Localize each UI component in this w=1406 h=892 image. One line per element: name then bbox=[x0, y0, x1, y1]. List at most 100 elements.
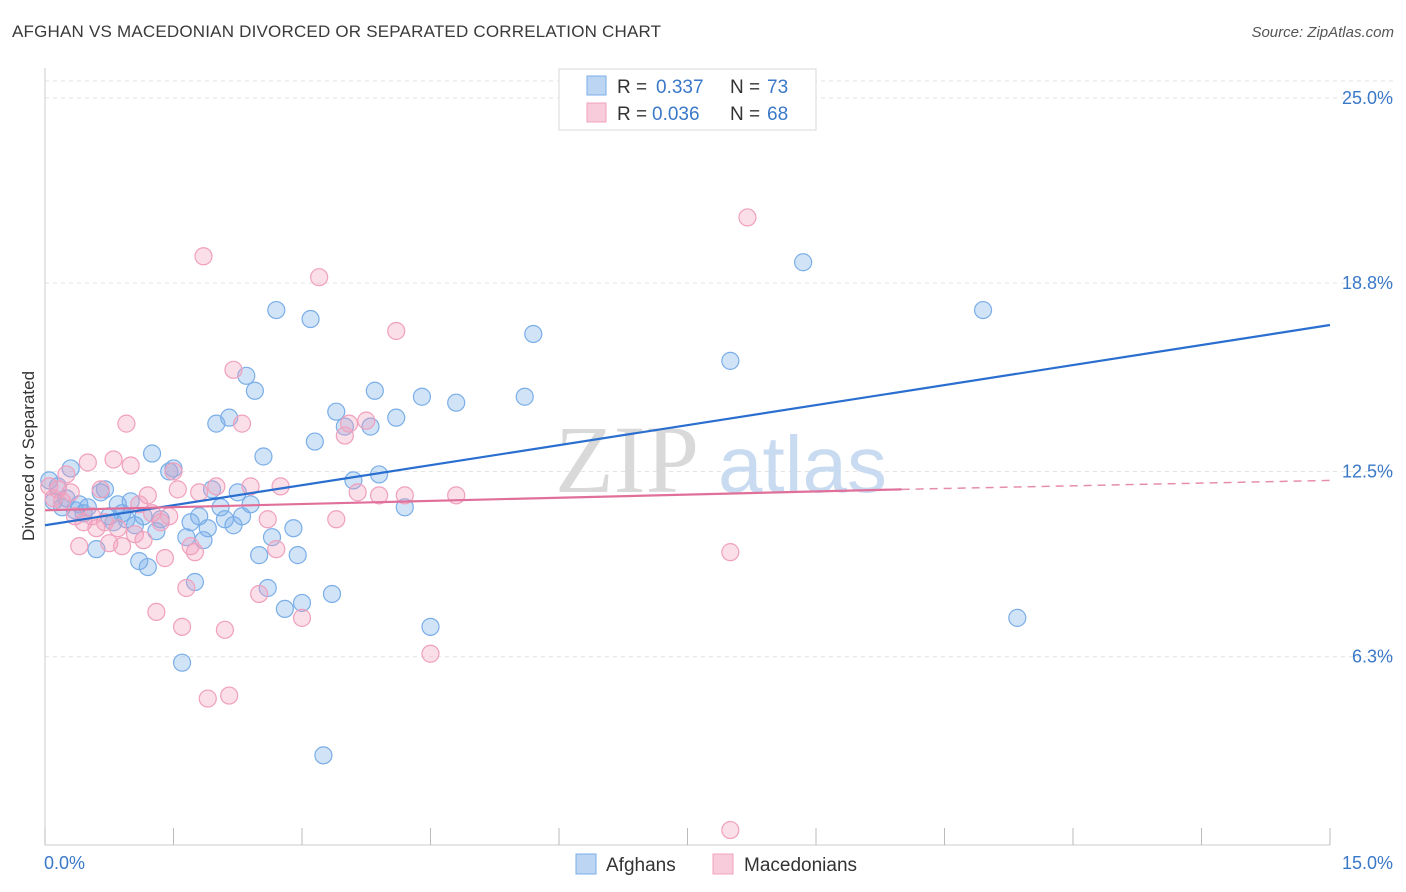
macedonians-point-42 bbox=[232, 414, 252, 433]
y-tick-label-0: 6.3% bbox=[1352, 647, 1393, 667]
macedonians-point-41 bbox=[224, 360, 243, 379]
macedonians-point-4 bbox=[57, 465, 76, 484]
x-tick-label-min: 0.0% bbox=[44, 853, 85, 873]
macedonians-trend-extension bbox=[901, 479, 1331, 491]
afghans-point-50 bbox=[267, 300, 286, 320]
macedonians-point-31 bbox=[172, 617, 192, 636]
chart-title: AFGHAN VS MACEDONIAN DIVORCED OR SEPARAT… bbox=[12, 22, 662, 41]
legend-n-value-macedonians: 68 bbox=[767, 104, 788, 125]
macedonians-point-7 bbox=[70, 537, 89, 556]
afghans-point-59 bbox=[327, 402, 346, 421]
bottom-legend-swatch-macedonians bbox=[712, 853, 734, 875]
macedonians-point-62 bbox=[721, 820, 740, 840]
afghans-point-65 bbox=[387, 408, 406, 427]
series-legend: Afghans Macedonians bbox=[575, 853, 857, 876]
legend-swatch-macedonians bbox=[586, 102, 607, 123]
macedonians-point-19 bbox=[121, 456, 140, 475]
afghans-point-53 bbox=[288, 546, 307, 565]
macedonians-point-32 bbox=[177, 578, 196, 598]
afghans-point-28 bbox=[172, 653, 192, 672]
macedonians-point-54 bbox=[357, 411, 376, 430]
macedonians-point-45 bbox=[258, 510, 277, 529]
stats-legend: R = 0.337 N = 73 R = 0.036 N = 68 bbox=[558, 68, 817, 131]
afghans-point-75 bbox=[1008, 608, 1027, 627]
macedonians-point-39 bbox=[215, 620, 234, 639]
afghans-point-29 bbox=[177, 528, 196, 547]
macedonians-point-47 bbox=[271, 477, 290, 496]
afghans-point-57 bbox=[314, 746, 333, 765]
macedonians-point-5 bbox=[61, 483, 80, 502]
legend-r-label-macedonians: R = bbox=[617, 104, 647, 125]
macedonians-point-44 bbox=[250, 584, 269, 604]
afghans-point-74 bbox=[973, 300, 993, 320]
macedonians-point-52 bbox=[340, 414, 359, 433]
legend-swatch-afghans bbox=[586, 75, 607, 96]
afghans-point-72 bbox=[721, 351, 740, 370]
afghans-point-69 bbox=[447, 393, 466, 412]
afghans-point-71 bbox=[515, 387, 534, 406]
afghans-point-47 bbox=[254, 447, 273, 466]
legend-r-value-macedonians: 0.036 bbox=[652, 104, 700, 125]
legend-n-value-afghans: 73 bbox=[767, 77, 788, 98]
afghans-point-22 bbox=[138, 557, 157, 577]
macedonians-point-37 bbox=[198, 689, 217, 708]
macedonians-point-50 bbox=[327, 510, 346, 529]
macedonians-point-48 bbox=[292, 608, 312, 627]
series-macedonians-points bbox=[40, 208, 757, 840]
y-axis-title: Divorced or Separated bbox=[19, 371, 38, 541]
legend-r-value-afghans: 0.337 bbox=[656, 77, 704, 98]
afghans-point-51 bbox=[275, 599, 294, 619]
macedonians-point-12 bbox=[91, 480, 110, 499]
macedonians-point-17 bbox=[112, 537, 132, 556]
y-tick-labels: 6.3% 12.5% 18.8% 25.0% bbox=[1342, 88, 1393, 667]
bottom-legend-swatch-afghans bbox=[575, 853, 597, 875]
legend-n-label-macedonians: N = bbox=[730, 104, 760, 125]
afghans-point-23 bbox=[142, 444, 162, 463]
afghans-point-56 bbox=[305, 432, 324, 451]
afghans-point-58 bbox=[322, 584, 342, 604]
macedonians-trend-line bbox=[44, 488, 902, 512]
macedonians-point-25 bbox=[147, 602, 166, 622]
macedonians-point-49 bbox=[310, 268, 329, 287]
macedonians-point-35 bbox=[190, 483, 209, 502]
afghans-trend-line bbox=[44, 323, 1331, 527]
y-tick-label-1: 12.5% bbox=[1342, 461, 1393, 481]
macedonians-point-57 bbox=[395, 486, 414, 505]
macedonians-point-56 bbox=[387, 321, 406, 341]
macedonians-point-38 bbox=[207, 477, 226, 496]
bottom-legend-label-macedonians: Macedonians bbox=[744, 855, 857, 876]
afghans-point-67 bbox=[412, 387, 432, 406]
macedonians-point-18 bbox=[117, 414, 136, 433]
afghans-point-46 bbox=[250, 546, 269, 565]
afghans-point-54 bbox=[292, 593, 312, 613]
afghans-point-45 bbox=[245, 381, 264, 400]
macedonians-point-40 bbox=[220, 686, 239, 705]
legend-r-label-afghans: R = bbox=[617, 77, 647, 98]
macedonians-point-29 bbox=[164, 462, 183, 481]
macedonians-point-58 bbox=[421, 644, 440, 663]
afghans-point-12 bbox=[95, 480, 115, 499]
y-tick-label-2: 18.8% bbox=[1342, 273, 1393, 293]
afghans-point-24 bbox=[147, 522, 166, 541]
macedonians-point-28 bbox=[160, 507, 179, 526]
bottom-legend-label-afghans: Afghans bbox=[606, 855, 676, 876]
macedonians-point-36 bbox=[194, 247, 213, 266]
afghans-point-63 bbox=[365, 381, 384, 400]
afghans-point-70 bbox=[524, 324, 543, 344]
macedonians-point-23 bbox=[138, 486, 157, 505]
afghans-point-34 bbox=[198, 519, 217, 538]
afghans-point-49 bbox=[262, 528, 282, 547]
macedonians-point-30 bbox=[168, 480, 187, 499]
y-tick-label-3: 25.0% bbox=[1342, 88, 1393, 108]
macedonians-point-46 bbox=[267, 540, 286, 559]
macedonians-point-51 bbox=[335, 426, 354, 445]
x-tick-label-max: 15.0% bbox=[1342, 853, 1393, 873]
axes bbox=[44, 68, 1331, 846]
legend-n-label-afghans: N = bbox=[730, 77, 760, 98]
macedonians-point-61 bbox=[738, 208, 757, 227]
macedonians-point-43 bbox=[241, 477, 260, 496]
macedonians-point-60 bbox=[721, 543, 740, 562]
afghans-point-68 bbox=[421, 617, 440, 636]
macedonians-point-53 bbox=[348, 483, 367, 502]
macedonians-point-16 bbox=[108, 519, 127, 538]
